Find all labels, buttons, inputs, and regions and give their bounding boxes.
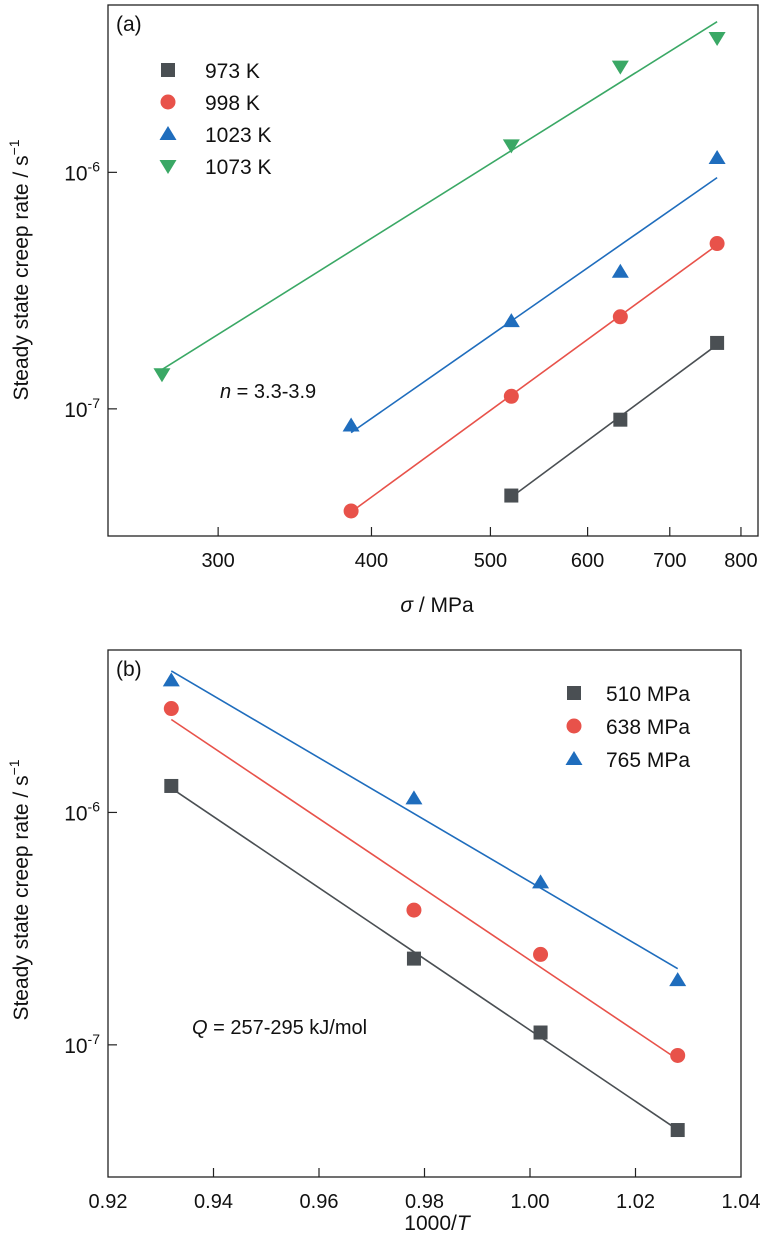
- data-point-638-mpa: [533, 946, 549, 962]
- legend-label: 510 MPa: [606, 683, 690, 706]
- data-point-510-mpa: [164, 778, 179, 793]
- plot-frame: [107, 4, 759, 537]
- fit-line-1073-k: [161, 20, 718, 371]
- legend-label: 638 MPa: [606, 716, 690, 739]
- x-axis-label-unit: / MPa: [413, 594, 474, 617]
- data-point-638-mpa: [670, 1047, 686, 1063]
- x-tick-label: 600: [571, 550, 604, 572]
- annotation-text: = 257-295 kJ/mol: [208, 1017, 368, 1039]
- y-tick-base: 10: [64, 162, 87, 185]
- data-point-998-k: [612, 309, 628, 325]
- y-axis-label-exponent: −1: [6, 139, 22, 155]
- x-tick-label: 500: [474, 550, 507, 572]
- data-point-765-mpa: [162, 672, 180, 687]
- y-tick-label: 10-7: [64, 1031, 100, 1058]
- x-tick-label: 300: [201, 550, 234, 572]
- data-point-1073-k: [153, 368, 171, 383]
- y-tick-exponent: -7: [88, 1031, 101, 1047]
- data-point-998-k: [709, 236, 725, 252]
- data-point-1023-k: [502, 313, 520, 328]
- x-axis-label-symbol: T: [457, 1212, 472, 1235]
- legend-label: 765 MPa: [606, 749, 690, 772]
- data-point-998-k: [503, 388, 519, 404]
- data-point-510-mpa: [533, 1025, 548, 1040]
- data-point-973-k: [504, 488, 519, 503]
- data-point-973-k: [613, 412, 628, 427]
- y-tick-exponent: -7: [88, 395, 101, 411]
- annotation-symbol: n: [220, 381, 231, 403]
- x-axis-label: 1000/T: [404, 1212, 472, 1235]
- y-tick-label: 10-6: [64, 158, 100, 185]
- legend-marker: [565, 751, 583, 765]
- panel-label: (b): [116, 658, 142, 681]
- data-point-1023-k: [708, 149, 726, 164]
- data-point-1073-k: [708, 31, 726, 46]
- data-point-1023-k: [342, 417, 360, 432]
- y-axis-label-text: Steady state creep rate / s: [10, 155, 33, 400]
- panel-label: (a): [116, 13, 142, 36]
- x-tick-label: 0.96: [300, 1191, 339, 1213]
- y-tick-label: 10-7: [64, 395, 100, 422]
- legend-label: 1073 K: [205, 156, 272, 179]
- fit-line-765-mpa: [170, 670, 679, 970]
- annotation-symbol: Q: [192, 1017, 208, 1039]
- data-point-765-mpa: [532, 874, 550, 889]
- x-tick-label: 800: [724, 550, 757, 572]
- legend-label: 973 K: [205, 60, 260, 83]
- x-tick-label: 1.04: [722, 1191, 761, 1213]
- data-point-638-mpa: [163, 701, 179, 717]
- y-tick-label: 10-6: [64, 798, 100, 825]
- data-point-765-mpa: [405, 790, 423, 805]
- fit-line-510-mpa: [170, 787, 679, 1131]
- fit-line-1023-k: [350, 176, 718, 434]
- y-axis-label-text: Steady state creep rate / s: [10, 775, 33, 1020]
- annotation-text: = 3.3-3.9: [231, 381, 316, 403]
- data-point-1073-k: [611, 60, 629, 75]
- x-tick-label: 700: [653, 550, 686, 572]
- y-axis-label: Steady state creep rate / s−1: [6, 759, 33, 1020]
- y-tick-exponent: -6: [88, 158, 101, 174]
- legend-marker: [566, 718, 582, 734]
- data-point-510-mpa: [670, 1123, 685, 1138]
- data-point-510-mpa: [406, 951, 421, 966]
- data-point-638-mpa: [406, 902, 422, 918]
- y-axis-label: Steady state creep rate / s−1: [6, 139, 33, 400]
- panel-b: 0.92 0.94 0.96 0.98 1.00 1.02 1.0410-610-7Stea…: [6, 649, 761, 1235]
- legend-label: 1023 K: [205, 124, 272, 147]
- x-axis-label: σ / MPa: [400, 594, 474, 617]
- y-axis-label-exponent: −1: [6, 759, 22, 775]
- legend-marker: [567, 686, 581, 700]
- legend-marker: [160, 94, 176, 110]
- legend-marker: [159, 160, 177, 174]
- legend-marker: [159, 126, 177, 140]
- x-axis-label-symbol: σ: [400, 594, 414, 617]
- data-point-1023-k: [611, 263, 629, 278]
- legend-label: 998 K: [205, 92, 260, 115]
- x-axis-label-prefix: 1000/: [404, 1212, 457, 1235]
- data-point-973-k: [710, 335, 725, 350]
- x-tick-label: 0.94: [194, 1191, 233, 1213]
- x-tick-label: 0.92: [89, 1191, 128, 1213]
- data-point-765-mpa: [669, 972, 687, 987]
- data-point-1073-k: [502, 139, 520, 154]
- y-tick-base: 10: [64, 1035, 87, 1058]
- annotation: n = 3.3-3.9: [220, 381, 316, 403]
- data-point-998-k: [343, 503, 359, 519]
- legend-marker: [161, 63, 175, 77]
- y-tick-base: 10: [64, 399, 87, 422]
- fit-line-638-mpa: [170, 718, 679, 1061]
- fit-line-998-k: [350, 244, 718, 513]
- y-tick-exponent: -6: [88, 798, 101, 814]
- x-tick-label: 1.02: [616, 1191, 655, 1213]
- y-tick-base: 10: [64, 802, 87, 825]
- annotation: Q = 257-295 kJ/mol: [192, 1017, 367, 1039]
- x-tick-label: 0.98: [405, 1191, 444, 1213]
- x-tick-label: 1.00: [511, 1191, 550, 1213]
- x-tick-label: 400: [355, 550, 388, 572]
